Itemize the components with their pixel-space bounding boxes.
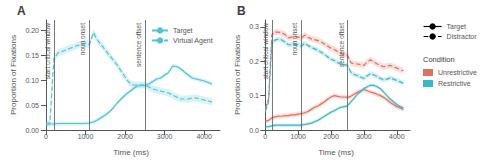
svg-text:A: A	[17, 4, 26, 18]
svg-text:1000: 1000	[78, 133, 94, 140]
svg-text:sentence offset: sentence offset	[338, 23, 345, 67]
svg-text:0.15: 0.15	[25, 52, 39, 59]
svg-text:noun onset: noun onset	[291, 23, 298, 55]
svg-text:Distractor: Distractor	[447, 33, 478, 40]
svg-text:Target: Target	[447, 23, 467, 31]
svg-text:0.2: 0.2	[249, 58, 259, 65]
svg-text:0.3: 0.3	[249, 23, 259, 30]
svg-text:0.20: 0.20	[25, 27, 39, 34]
svg-text:2000: 2000	[117, 133, 133, 140]
svg-text:3000: 3000	[356, 133, 372, 140]
svg-text:Unrestrictive: Unrestrictive	[438, 69, 477, 76]
svg-text:start critical window: start critical window	[44, 23, 51, 80]
svg-text:1000: 1000	[290, 133, 306, 140]
svg-text:0.0: 0.0	[249, 127, 259, 134]
svg-text:0.00: 0.00	[25, 127, 39, 134]
svg-text:4000: 4000	[389, 133, 405, 140]
svg-text:0.10: 0.10	[25, 77, 39, 84]
svg-text:Restrictive: Restrictive	[438, 80, 471, 87]
svg-text:Proportion of Fixations: Proportion of Fixations	[9, 35, 18, 115]
svg-text:Time (ms): Time (ms)	[318, 148, 354, 157]
svg-text:Virtual Agent: Virtual Agent	[173, 37, 213, 45]
svg-text:4000: 4000	[196, 133, 212, 140]
svg-text:start critical window: start critical window	[262, 23, 269, 80]
svg-text:Time (ms): Time (ms)	[113, 148, 149, 157]
svg-text:sentence offset: sentence offset	[135, 23, 142, 67]
svg-text:2000: 2000	[323, 133, 339, 140]
svg-text:0.1: 0.1	[249, 92, 259, 99]
svg-text:Target: Target	[173, 27, 193, 35]
svg-text:0.05: 0.05	[25, 102, 39, 109]
svg-text:noun onset: noun onset	[79, 23, 86, 55]
svg-text:0: 0	[263, 133, 267, 140]
svg-text:B: B	[237, 4, 246, 18]
svg-text:Condition: Condition	[423, 55, 455, 64]
svg-text:Proportion of Fixations: Proportion of Fixations	[233, 35, 242, 115]
svg-text:0: 0	[44, 133, 48, 140]
svg-text:3000: 3000	[157, 133, 173, 140]
